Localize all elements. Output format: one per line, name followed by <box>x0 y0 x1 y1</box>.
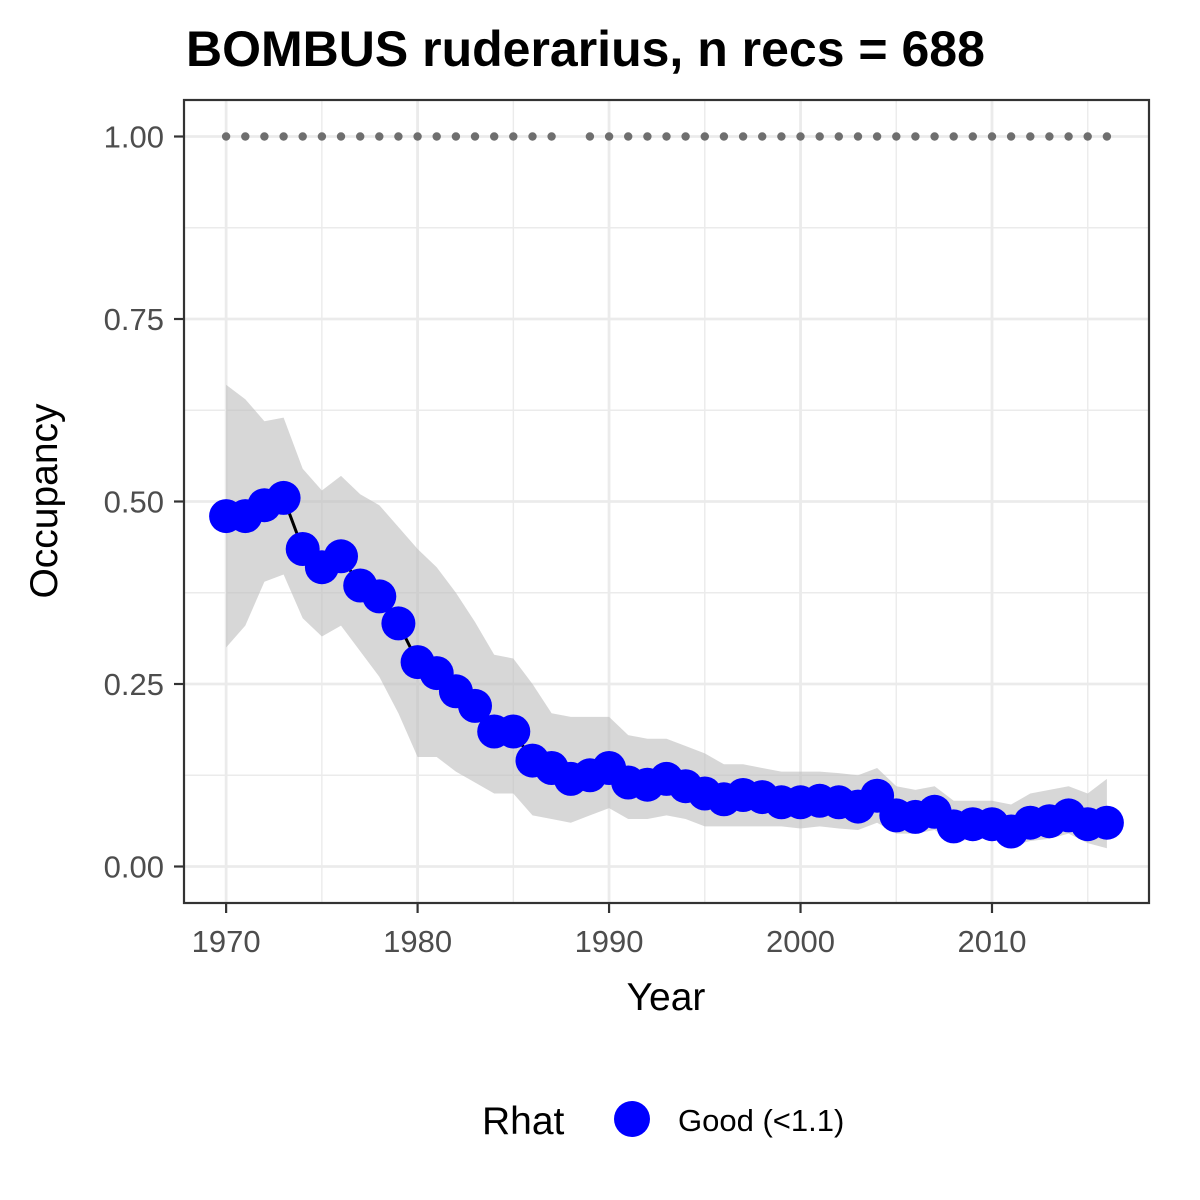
record-dot <box>317 132 327 141</box>
record-dots-layer <box>221 132 1112 141</box>
record-dot <box>585 132 595 141</box>
x-tick-label: 2000 <box>766 924 835 959</box>
record-dot <box>968 132 977 141</box>
record-dot <box>987 132 997 141</box>
y-tick-label: 0.50 <box>104 485 164 520</box>
occupancy-point <box>266 480 301 515</box>
record-dot <box>834 132 843 141</box>
record-dot <box>260 132 269 141</box>
record-dot <box>470 132 480 141</box>
record-dot <box>1102 132 1112 141</box>
chart-title: BOMBUS ruderarius, n recs = 688 <box>186 21 985 77</box>
x-axis-title: Year <box>627 976 706 1019</box>
record-dot <box>1064 132 1073 141</box>
record-dot <box>279 132 288 141</box>
record-dot <box>758 132 767 141</box>
record-dot <box>490 132 499 141</box>
x-tick-label: 1980 <box>383 924 452 959</box>
record-dot <box>892 132 901 141</box>
y-tick-label: 0.00 <box>104 850 164 885</box>
record-dot <box>777 132 786 141</box>
legend: Rhat Good (<1.1) <box>482 1100 844 1143</box>
record-dot <box>528 132 537 141</box>
x-axis: 1970 1980 1990 2000 2010 <box>192 903 1027 959</box>
record-dot <box>872 132 882 141</box>
occupancy-point <box>458 688 492 723</box>
record-dot <box>1045 132 1054 141</box>
record-dot <box>394 132 403 141</box>
record-dot <box>356 132 365 141</box>
record-dot <box>547 132 556 141</box>
y-tick-label: 0.75 <box>104 302 164 337</box>
record-dot <box>911 132 920 141</box>
record-dot <box>604 132 614 141</box>
record-dot <box>719 132 729 141</box>
record-dot <box>509 132 518 141</box>
record-dot <box>1026 132 1035 141</box>
record-dot <box>662 132 671 141</box>
record-dot <box>1006 132 1016 141</box>
record-dot <box>298 132 307 141</box>
record-dot <box>432 132 441 141</box>
legend-key-good <box>614 1101 650 1137</box>
confidence-ribbon-layer <box>226 384 1107 849</box>
y-tick-label: 1.00 <box>104 120 164 155</box>
record-dot <box>815 132 824 141</box>
x-tick-label: 1990 <box>575 924 644 959</box>
record-dot <box>1083 132 1092 141</box>
occupancy-point <box>324 539 358 574</box>
record-dot <box>796 132 805 141</box>
legend-label-good: Good (<1.1) <box>678 1103 844 1138</box>
occupancy-point <box>496 714 531 749</box>
y-tick-label: 0.25 <box>104 667 164 702</box>
x-tick-label: 2010 <box>958 924 1027 959</box>
record-dot <box>375 132 384 141</box>
record-dot <box>336 132 346 141</box>
occupancy-point <box>1089 805 1124 840</box>
occupancy-points-layer <box>209 480 1124 849</box>
record-dot <box>738 132 748 141</box>
record-dot <box>681 132 690 141</box>
y-axis: 0.00 0.25 0.50 0.75 1.00 <box>104 120 184 885</box>
occupancy-point <box>362 579 397 614</box>
record-dot <box>241 132 250 141</box>
y-axis-title: Occupancy <box>23 403 66 599</box>
x-tick-label: 1970 <box>192 924 261 959</box>
confidence-ribbon <box>226 384 1107 849</box>
record-dot <box>413 132 422 141</box>
record-dot <box>700 132 709 141</box>
record-dot <box>624 132 633 141</box>
record-dot <box>451 132 461 141</box>
record-dot <box>221 132 231 141</box>
record-dot <box>853 132 863 141</box>
occupancy-point <box>381 606 416 641</box>
legend-title: Rhat <box>482 1100 565 1143</box>
record-dot <box>949 132 958 141</box>
record-dot <box>930 132 939 141</box>
record-dot <box>643 132 652 141</box>
